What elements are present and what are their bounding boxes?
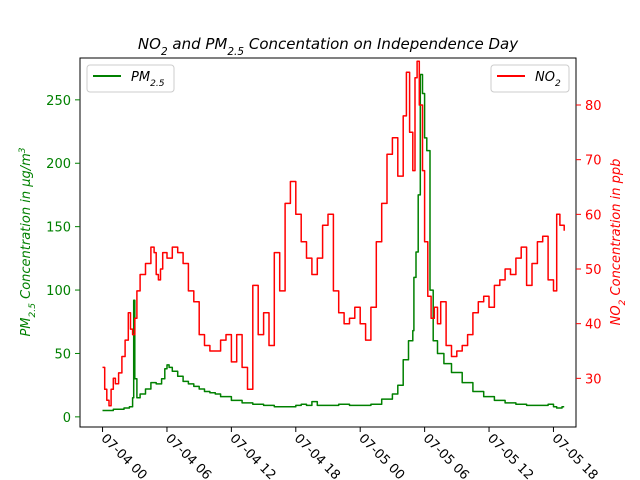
y-left-tick-label: 100 — [46, 284, 71, 299]
y-right-tick-label: 40 — [585, 318, 602, 333]
x-tick-label: 07-05 12 — [484, 431, 536, 480]
y-right-axis: 30 40 50 60 70 80 — [576, 99, 602, 387]
y-left-tick-label: 50 — [54, 347, 71, 362]
y-right-axis-label: NO2 Concentration in ppb — [609, 159, 628, 326]
series-layer — [102, 60, 565, 412]
x-tick-label: 07-05 18 — [549, 431, 601, 480]
y-right-tick-label: 50 — [585, 263, 602, 278]
x-tick-label: 07-05 06 — [420, 431, 472, 480]
y-right-tick-label: 30 — [585, 372, 602, 387]
chart-title: NO2 and PM2.5 Concentation on Independen… — [138, 35, 519, 58]
legend-box — [490, 64, 570, 93]
x-tick-label: 07-04 00 — [98, 431, 150, 480]
x-tick-label: 07-04 06 — [162, 431, 214, 480]
x-tick-label: 07-04 18 — [291, 431, 343, 480]
legend-no2: NO2 — [490, 64, 570, 93]
x-tick-label: 07-04 12 — [227, 431, 279, 480]
y-right-tick-label: 70 — [585, 154, 602, 169]
plot-frame — [79, 57, 577, 428]
y-left-tick-label: 200 — [46, 157, 71, 172]
y-left-axis: 0 50 100 150 200 250 — [46, 94, 80, 426]
y-left-tick-label: 150 — [46, 221, 71, 236]
legend-label-no2: NO2 — [535, 70, 561, 89]
x-tick-label: 07-05 00 — [355, 431, 407, 480]
y-right-tick-label: 60 — [585, 208, 602, 223]
legend-label-pm25: PM2.5 — [131, 70, 165, 89]
series-line-pm25 — [102, 73, 565, 412]
y-left-tick-label: 0 — [63, 411, 71, 426]
series-line-no2 — [102, 60, 565, 407]
legend-box — [86, 64, 175, 93]
y-left-axis-label: PM2.5 Concentration in μg/m3 — [18, 147, 38, 336]
x-axis: 07-04 00 07-04 06 07-04 12 07-04 18 07-05 00… — [98, 427, 601, 480]
legend-pm25: PM2.5 — [86, 64, 175, 93]
y-left-tick-label: 250 — [46, 94, 71, 109]
y-right-tick-label: 80 — [585, 99, 602, 114]
